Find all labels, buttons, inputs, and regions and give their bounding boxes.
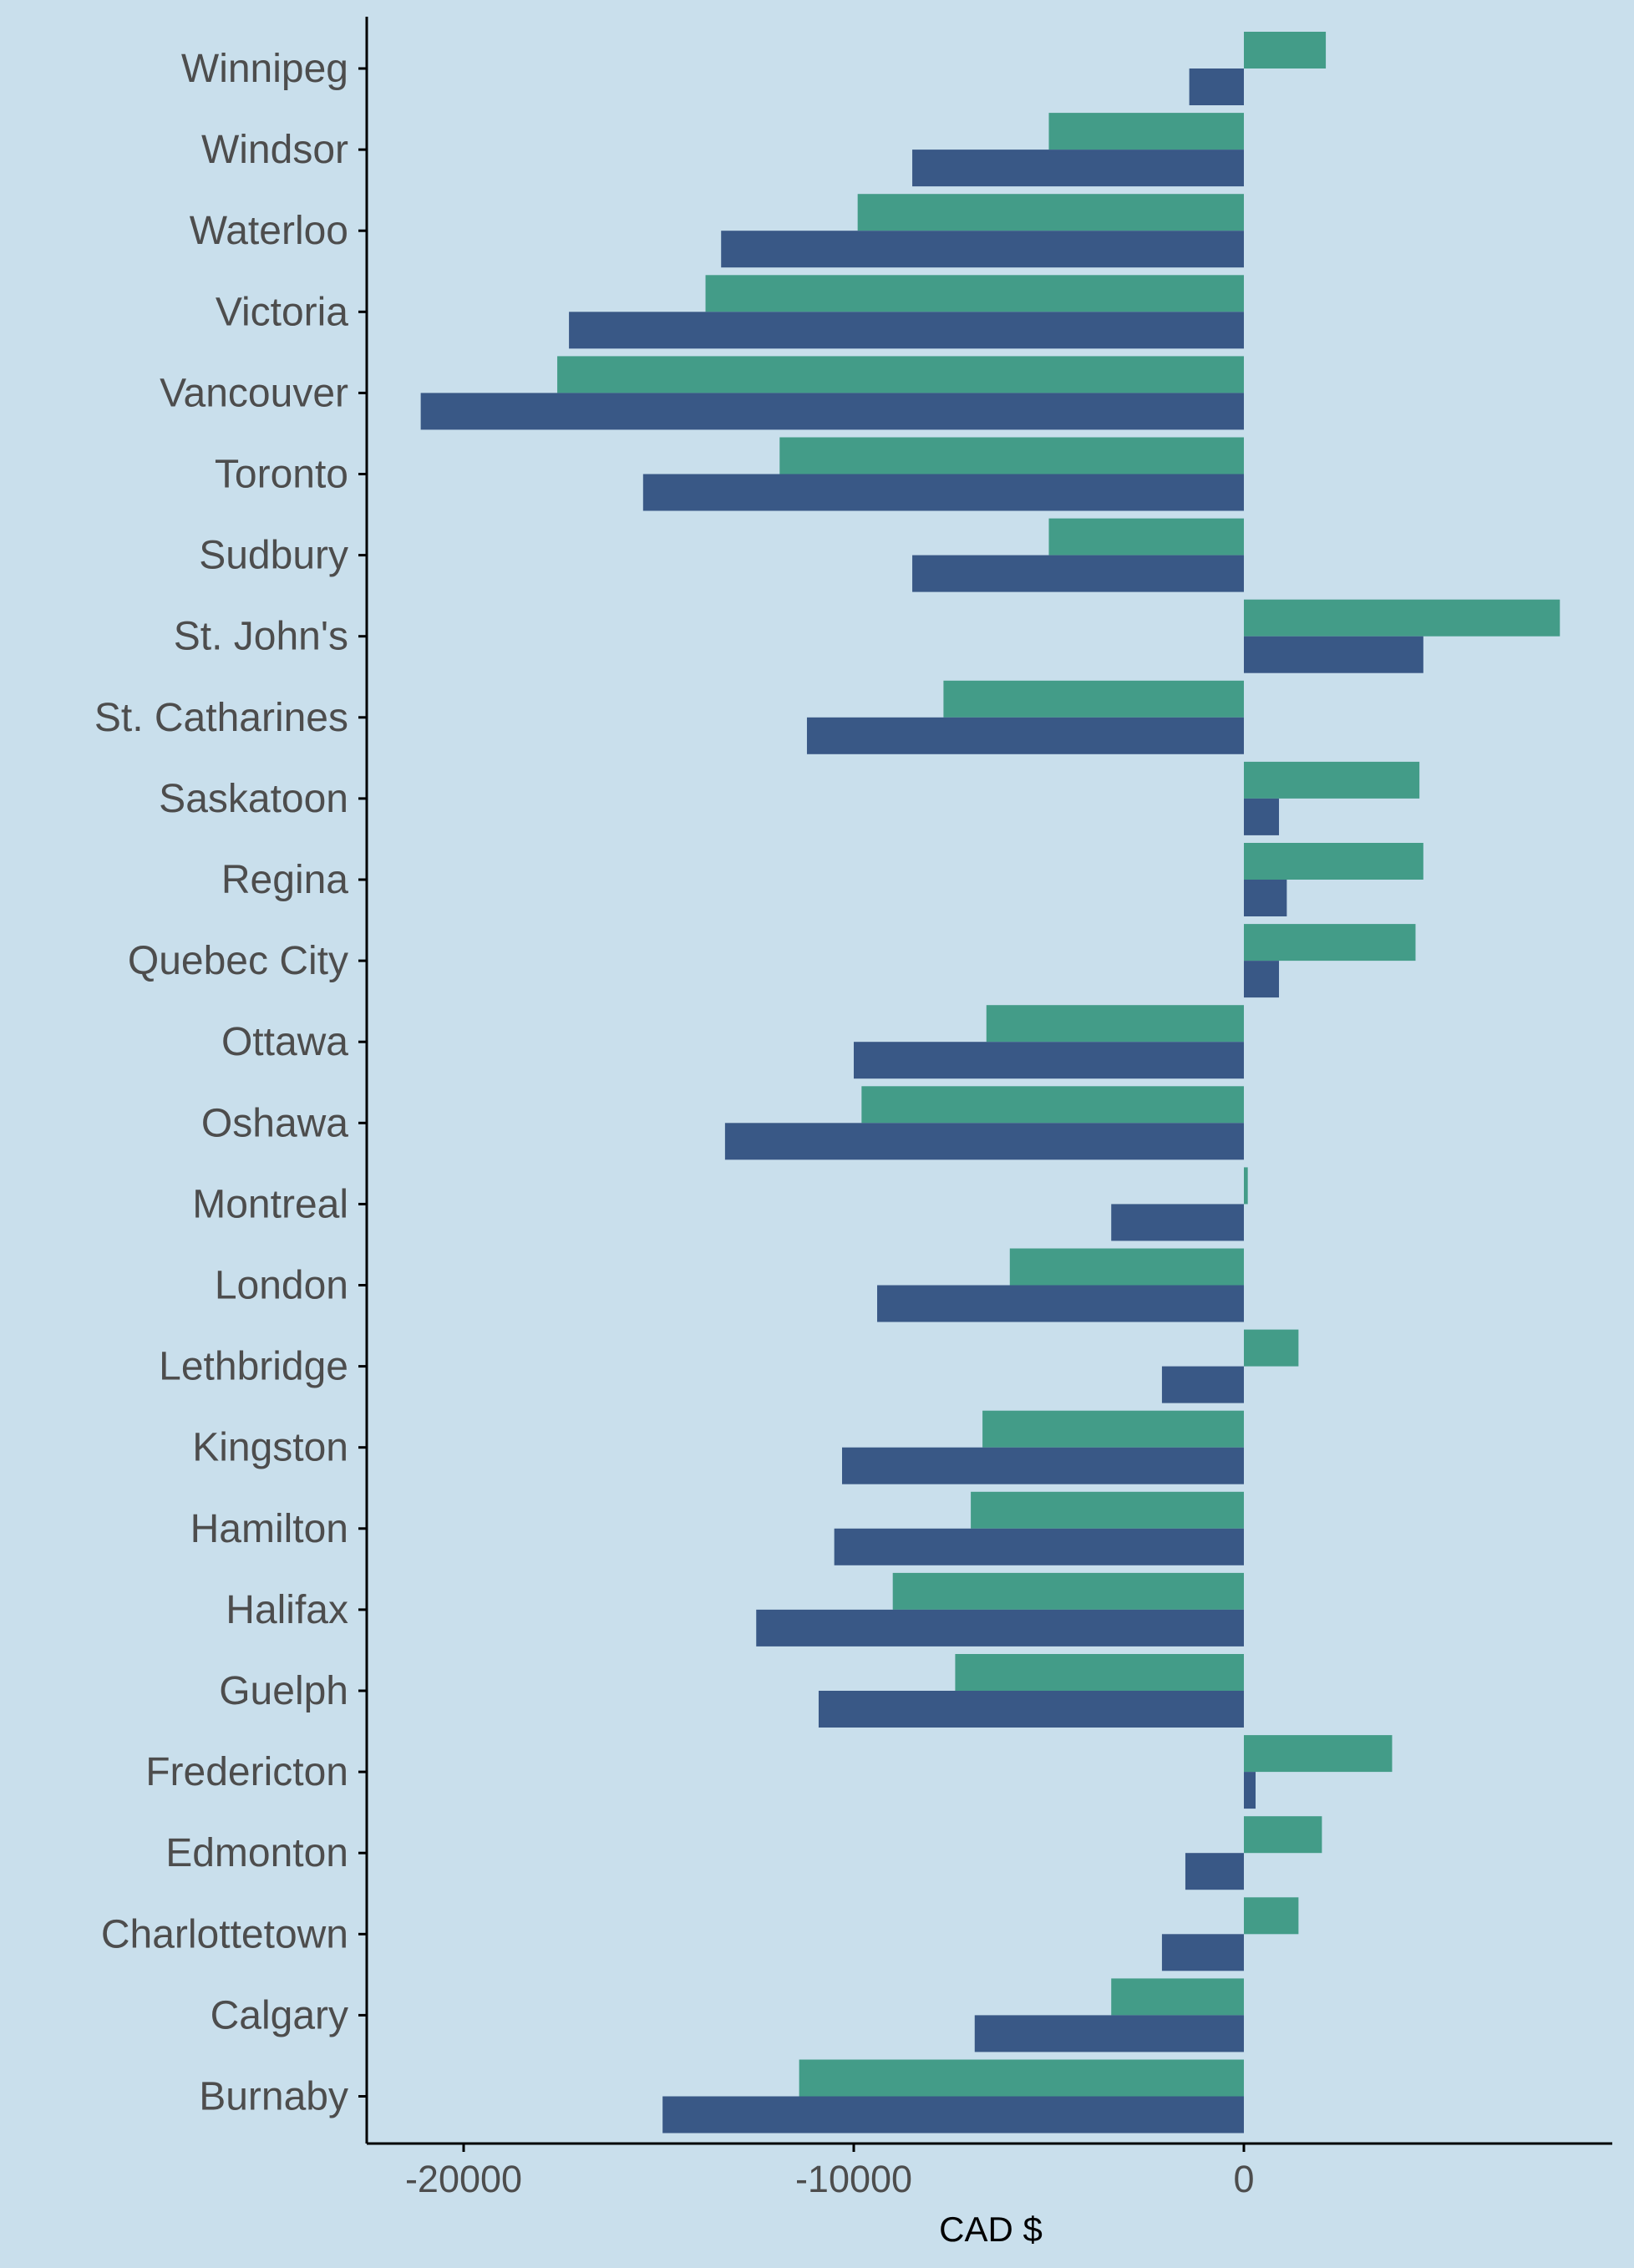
bar-series-2	[756, 1609, 1244, 1646]
bar-series-2	[818, 1691, 1244, 1728]
bar-series-2	[420, 393, 1244, 430]
bar-series-1	[1244, 1735, 1393, 1773]
x-axis: -20000 -10000 0	[367, 2142, 1612, 2200]
category-label: Victoria	[216, 290, 348, 334]
bar-series-1	[557, 356, 1244, 393]
bar-series-1	[892, 1572, 1244, 1610]
bar-series-2	[662, 2096, 1244, 2134]
bar-series-1	[986, 1005, 1244, 1043]
category-label: Lethbridge	[159, 1345, 348, 1389]
category-label: Kingston	[192, 1426, 348, 1470]
bar-series-2	[806, 717, 1244, 754]
bar-series-2	[724, 1123, 1244, 1160]
category-label: St. John's	[174, 615, 348, 659]
bar-series-1	[1244, 761, 1420, 799]
category-label: Winnipeg	[181, 47, 348, 91]
x-axis-title: CAD $	[939, 2210, 1043, 2249]
bar-series-1	[1244, 599, 1560, 637]
category-label: London	[215, 1264, 348, 1308]
category-label: Burnaby	[199, 2075, 348, 2119]
bar-series-2	[834, 1528, 1244, 1565]
category-label: Vancouver	[160, 371, 348, 415]
bar-series-1	[943, 680, 1244, 718]
bar-series-2	[721, 231, 1244, 268]
bar-series-1	[1048, 518, 1244, 556]
category-label: Montreal	[192, 1182, 348, 1226]
category-label: Quebec City	[128, 939, 348, 983]
y-axis: Winnipeg Windsor Waterloo Victoria Vancouver…	[94, 17, 368, 2144]
bar-series-1	[1244, 1816, 1322, 1854]
bar-series-2	[1244, 880, 1287, 916]
bar-series-1	[971, 1491, 1244, 1529]
bar-series-1	[1244, 32, 1327, 68]
bar-series-1	[1244, 924, 1416, 961]
bar-series-2	[1185, 1853, 1244, 1890]
bars-layer	[420, 32, 1560, 2134]
bar-series-1	[1111, 1978, 1244, 2016]
bar-series-2	[912, 150, 1244, 187]
bar-series-1	[1009, 1248, 1244, 1286]
bar-series-1	[861, 1086, 1244, 1124]
bar-series-2	[1244, 798, 1280, 835]
bar-series-1	[1048, 113, 1244, 150]
bar-series-1	[982, 1410, 1244, 1448]
bar-series-1	[857, 194, 1244, 231]
bar-series-1	[1244, 1167, 1248, 1205]
bar-series-1	[705, 275, 1244, 312]
category-label: Regina	[221, 858, 348, 902]
category-label: Calgary	[211, 1993, 348, 2037]
category-label: Charlottetown	[101, 1912, 348, 1956]
bar-series-2	[569, 312, 1244, 349]
category-label: Oshawa	[201, 1101, 348, 1145]
x-tick-label: -10000	[795, 2158, 912, 2200]
bar-series-2	[912, 555, 1244, 592]
category-label: Ottawa	[221, 1020, 348, 1064]
category-label: Windsor	[201, 128, 348, 172]
bar-series-2	[877, 1285, 1244, 1322]
bar-series-1	[955, 1654, 1244, 1691]
category-label: Fredericton	[145, 1750, 348, 1794]
bar-series-2	[1111, 1204, 1244, 1241]
bar-series-1	[799, 2059, 1244, 2097]
category-label: Waterloo	[190, 209, 348, 253]
category-label: Guelph	[219, 1669, 348, 1713]
x-tick-label: 0	[1233, 2158, 1254, 2200]
bar-series-2	[854, 1042, 1244, 1079]
bar-series-2	[1244, 636, 1423, 673]
bar-series-1	[1244, 843, 1423, 880]
bar-series-2	[1161, 1934, 1244, 1971]
bar-series-1	[1244, 1329, 1299, 1367]
category-label: Edmonton	[165, 1831, 348, 1875]
category-label: Saskatoon	[159, 777, 348, 821]
bar-series-2	[1189, 68, 1244, 105]
bar-series-1	[779, 437, 1244, 474]
bar-series-2	[1161, 1366, 1244, 1403]
x-tick-label: -20000	[405, 2158, 522, 2200]
category-label: St. Catharines	[94, 696, 348, 740]
category-label: Hamilton	[190, 1507, 348, 1551]
bar-series-2	[1244, 961, 1280, 998]
category-label: Sudbury	[199, 534, 348, 578]
bar-series-2	[1244, 1772, 1256, 1809]
bar-series-2	[841, 1447, 1244, 1484]
category-label: Toronto	[215, 453, 348, 497]
bar-series-2	[974, 2015, 1244, 2052]
bar-series-1	[1244, 1897, 1299, 1935]
category-label: Halifax	[226, 1588, 348, 1632]
bar-series-2	[642, 474, 1244, 511]
